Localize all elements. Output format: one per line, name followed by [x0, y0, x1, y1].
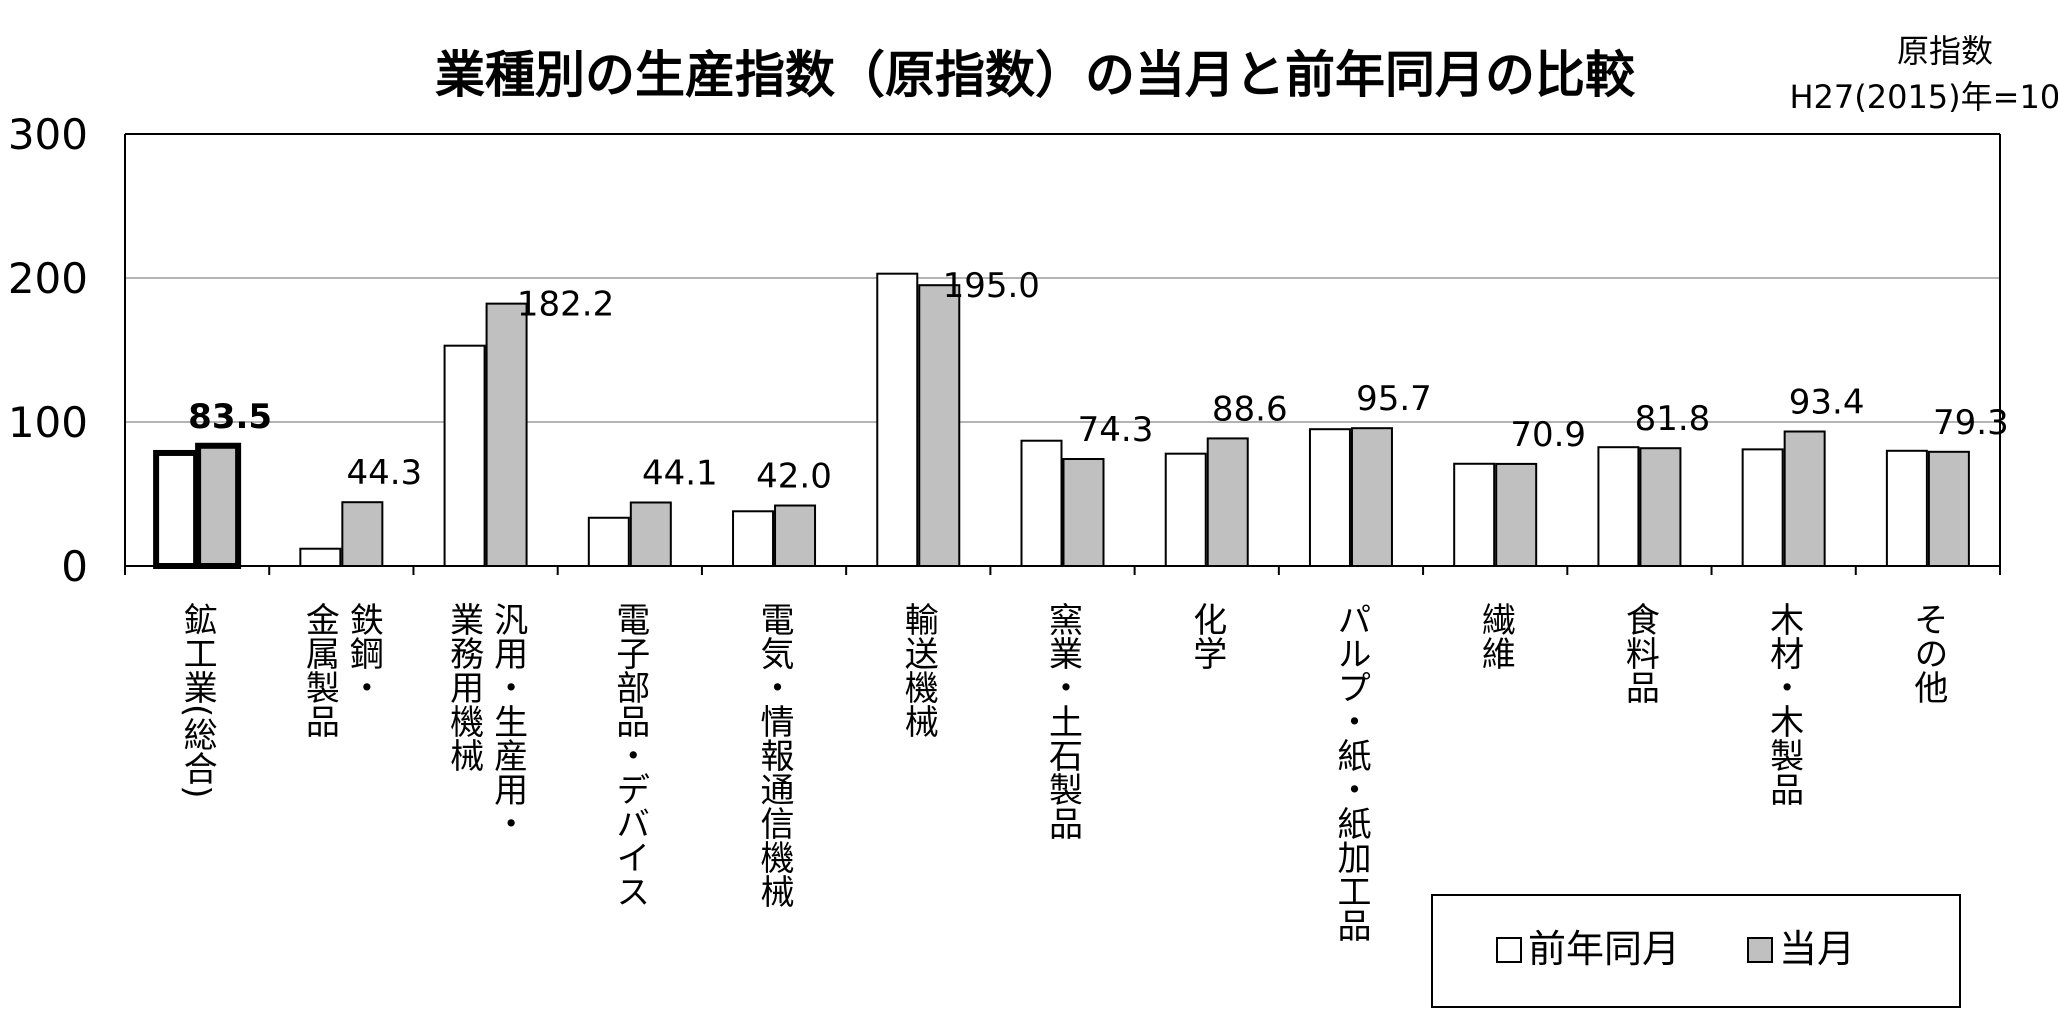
- data-label: 88.6: [1212, 389, 1288, 429]
- bar-prev-year: [443, 344, 486, 567]
- bar-prev-year: [587, 516, 630, 568]
- bar-current-month: [195, 442, 242, 570]
- bar-current-month: [1062, 458, 1105, 567]
- category-label: パルプ・紙・紙加工品: [1331, 602, 1371, 942]
- data-label: 195.0: [943, 266, 1040, 306]
- category-label: 電子部品・デバイス: [610, 602, 650, 908]
- category-label: 輸送機械: [898, 602, 938, 738]
- category-label: その他: [1908, 602, 1948, 704]
- data-label: 182.2: [517, 285, 614, 325]
- data-label: 44.3: [346, 453, 422, 493]
- data-label: 95.7: [1356, 379, 1432, 419]
- bar-prev-year: [1885, 449, 1928, 567]
- data-label: 70.9: [1510, 415, 1586, 455]
- bar-prev-year: [876, 272, 919, 567]
- category-label: 鉱工業(総合): [177, 602, 217, 799]
- bar-current-month: [1206, 437, 1249, 567]
- bar-current-month: [629, 501, 672, 568]
- category-label: 繊維: [1475, 602, 1515, 670]
- bar-current-month: [918, 284, 961, 567]
- x-axis: 鉱工業(総合) 鉄鋼・金属製品 汎用・生産用・業務用機械 電子部品・デバイス 電気・情報…: [124, 565, 2001, 942]
- bar-prev-year: [1164, 452, 1207, 567]
- legend-label-prev-year: 前年同月: [1528, 927, 1680, 971]
- bar-current-month: [485, 302, 528, 567]
- legend: 前年同月 当月: [1431, 894, 1961, 1008]
- bar-current-month: [1639, 447, 1682, 568]
- legend-box: [1431, 894, 1961, 1008]
- bar-prev-year: [1020, 439, 1063, 567]
- data-label: 83.5: [188, 397, 272, 437]
- category-label: 食料品: [1619, 602, 1659, 704]
- category-label: 業務用機械: [444, 602, 484, 772]
- category-label: 汎用・生産用・: [488, 602, 528, 840]
- legend-label-current-month: 当月: [1779, 927, 1855, 971]
- bar-prev-year: [299, 547, 342, 567]
- data-label: 81.8: [1635, 399, 1711, 439]
- chart-title: 業種別の生産指数（原指数）の当月と前年同月の比較: [435, 46, 1636, 104]
- bar-prev-year: [1741, 448, 1784, 567]
- bar-prev-year: [1453, 462, 1496, 568]
- bar-current-month: [1783, 430, 1826, 567]
- y-tick-label: 0: [61, 542, 88, 591]
- bar-current-month: [341, 501, 384, 568]
- category-label: 電気・情報通信機械: [754, 602, 794, 908]
- bar-prev-year: [1597, 446, 1640, 568]
- legend-swatch-prev-year: [1496, 937, 1522, 963]
- data-label: 74.3: [1078, 410, 1154, 450]
- category-label: 金属製品: [299, 602, 339, 738]
- bar-current-month: [1350, 427, 1393, 567]
- bar-prev-year: [153, 449, 200, 569]
- bar-prev-year: [1308, 428, 1351, 568]
- data-label: 93.4: [1789, 383, 1865, 423]
- legend-swatch-current-month: [1747, 937, 1773, 963]
- gridlines: [125, 133, 2000, 423]
- data-label: 79.3: [1933, 403, 2009, 443]
- category-label: 鉄鋼・: [343, 602, 383, 704]
- bar-prev-year: [732, 510, 775, 567]
- bars: [153, 272, 1970, 570]
- index-note-label: 原指数: [1897, 32, 1993, 70]
- y-tick-label: 100: [8, 398, 88, 447]
- bar-current-month: [774, 504, 817, 567]
- data-label: 42.0: [756, 457, 832, 497]
- category-label: 窯業・土石製品: [1043, 602, 1083, 840]
- y-tick-label: 300: [8, 110, 88, 159]
- data-label: 44.1: [642, 453, 718, 493]
- category-label: 木材・木製品: [1764, 602, 1804, 806]
- bar-current-month: [1927, 450, 1970, 568]
- y-axis: 0 100 200 300: [8, 110, 2001, 591]
- category-label: 化学: [1187, 602, 1227, 670]
- y-tick-label: 200: [8, 254, 88, 303]
- index-base-note: H27(2015)年=100: [1789, 78, 2058, 116]
- data-labels: 83.5 44.3 182.2 44.1 42.0 195.0 74.3 88.6 95.7 70…: [188, 266, 2009, 496]
- bar-current-month: [1495, 462, 1538, 567]
